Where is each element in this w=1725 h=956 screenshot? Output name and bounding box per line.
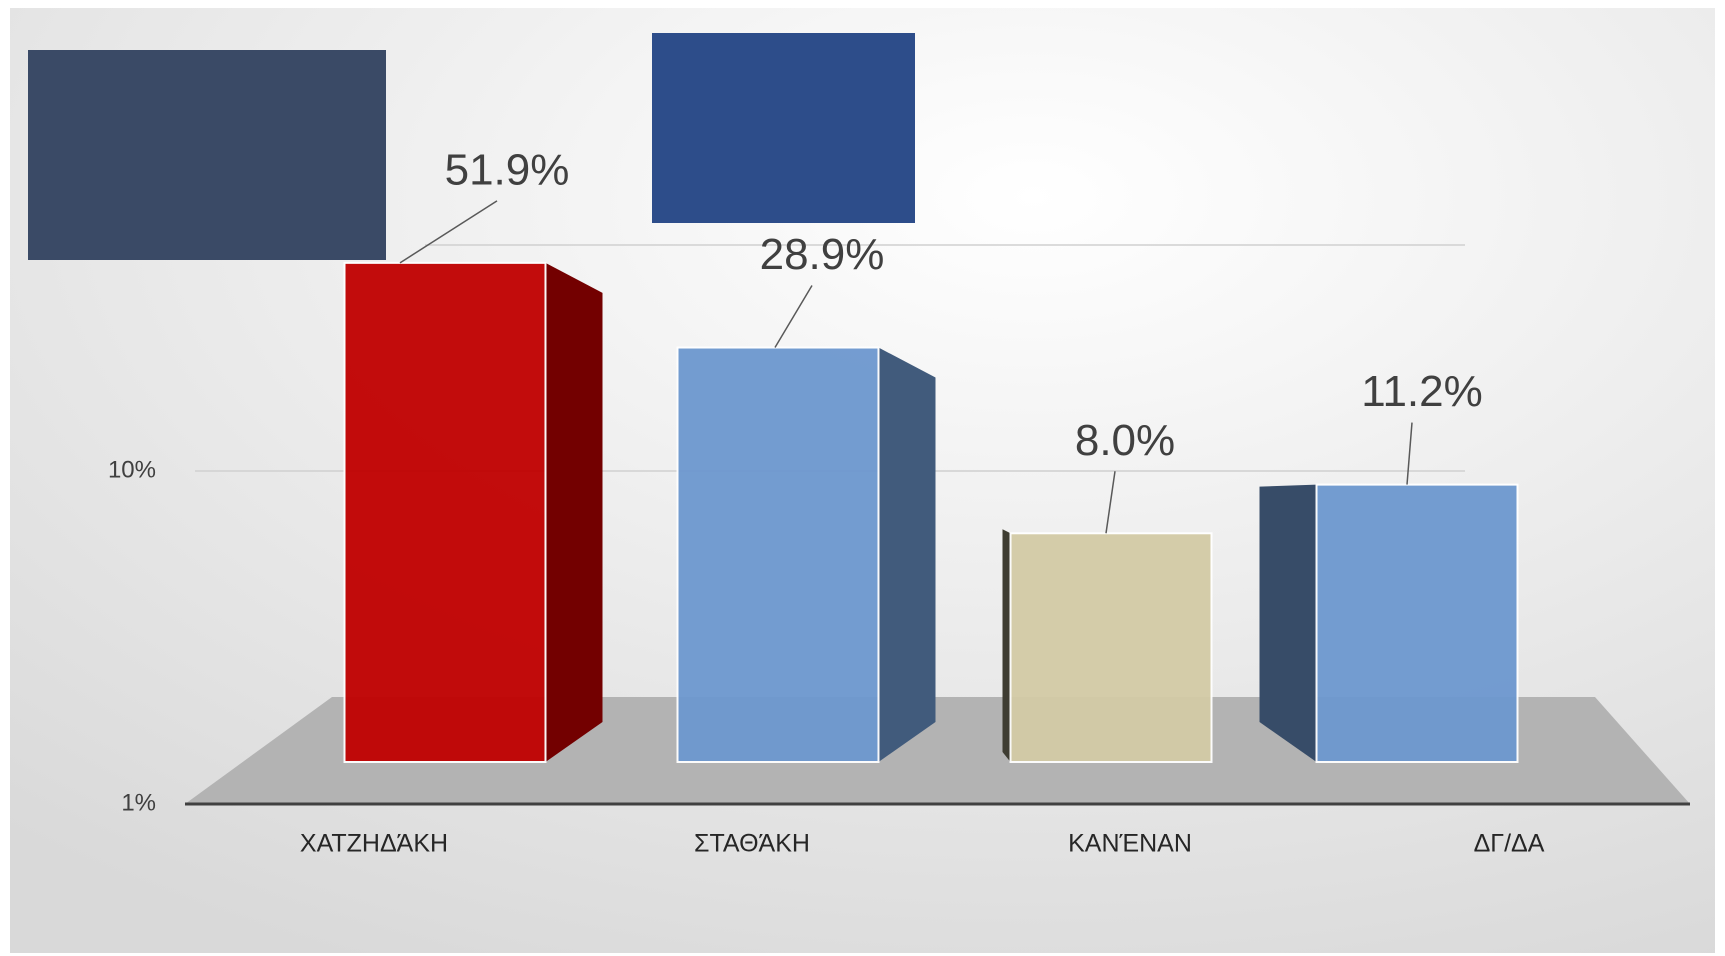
photo: [28, 50, 386, 260]
bar: [676, 346, 880, 763]
value-label: 51.9%: [445, 145, 570, 194]
y-tick-label: 1%: [121, 789, 156, 816]
bar-side: [545, 262, 603, 762]
value-label: 28.9%: [760, 230, 885, 279]
y-tick-label: 10%: [108, 456, 156, 483]
leader-line: [399, 200, 498, 264]
bar: [1315, 483, 1519, 763]
value-label: 11.2%: [1361, 367, 1483, 416]
bar-side: [878, 347, 936, 762]
bar-side: [1259, 484, 1317, 762]
x-tick-label: ΔΓ/ΔΑ: [1474, 830, 1545, 858]
x-tick-label: ΧΑΤΖΗΔΆΚΗ: [300, 830, 448, 858]
x-tick-label: ΣΤΑΘΆΚΗ: [694, 830, 810, 858]
x-tick-label: ΚΑΝΈΝΑΝ: [1068, 830, 1192, 858]
photo: [652, 33, 915, 223]
leader-line: [1406, 422, 1413, 485]
bar: [1009, 532, 1213, 764]
bar-side: [1002, 529, 1011, 762]
bar: [343, 261, 547, 763]
leader-line: [774, 285, 813, 348]
leader-line: [1105, 471, 1116, 534]
value-label: 8.0%: [1075, 416, 1175, 465]
